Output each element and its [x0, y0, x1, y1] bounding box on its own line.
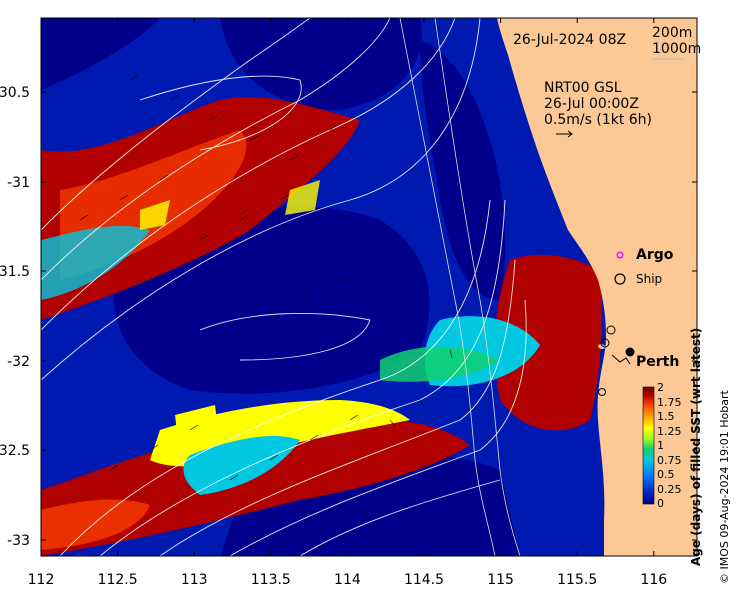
- perth-coastline-detail: [611, 354, 631, 365]
- yellow-patch-west: [175, 405, 218, 440]
- current-time-label: 26-Jul 00:00Z: [544, 96, 639, 112]
- yellow-patch-north: [140, 180, 320, 230]
- ship-label: Ship: [636, 272, 662, 286]
- x-tick-label: 114.5: [404, 572, 444, 588]
- colorbar-title: Age (days) of filled SST (wrt latest): [689, 328, 703, 566]
- colorbar: [642, 386, 655, 505]
- rottnest-island: [598, 344, 606, 349]
- colorbar-tick: 0.25: [657, 483, 682, 496]
- ship-track-markers: [598, 325, 616, 396]
- x-tick-labels: 112 112.5 113 113.5 114 114.5 115 115.5 …: [28, 572, 668, 588]
- current-arrows: [79, 55, 481, 481]
- x-tick-label: 115.5: [557, 572, 597, 588]
- colorbar-ticks: 2 1.75 1.5 1.25 1 0.75 0.5 0.25 0: [657, 381, 682, 510]
- contour-legend-1000m: 1000m: [652, 41, 701, 57]
- current-product-label: NRT00 GSL: [544, 80, 622, 96]
- x-tick-label: 112: [28, 572, 55, 588]
- credit-label: © IMOS 09-Aug-2024 19:01 Hobart: [718, 390, 731, 584]
- x-tick-label: 113: [181, 572, 208, 588]
- colorbar-tick: 1.5: [657, 410, 675, 423]
- argo-label: Argo: [636, 247, 674, 263]
- y-tick-label: 32.5: [0, 443, 30, 459]
- cyan-band-south: [183, 435, 300, 495]
- y-tick-label: -33: [7, 533, 30, 549]
- y-tick-label: -31: [7, 175, 30, 191]
- y-tick-labels: 30.5 -31 31.5 -32 32.5 -33: [0, 85, 30, 549]
- deep-blue-north: [220, 18, 422, 110]
- perth-marker-icon: [625, 347, 635, 357]
- plot-frame: [40, 17, 698, 557]
- colorbar-tick: 0.75: [657, 454, 682, 467]
- orange-patch-southwest: [41, 499, 150, 550]
- y-tick-label: 30.5: [0, 85, 30, 101]
- cyan-patch-north: [41, 225, 150, 300]
- contour-legend-200m: 200m: [652, 25, 692, 41]
- colorbar-tick: 0.5: [657, 468, 675, 481]
- perth-label: Perth: [636, 354, 679, 370]
- x-tick-label: 113.5: [251, 572, 291, 588]
- x-tick-label: 112.5: [98, 572, 138, 588]
- deep-blue-east: [420, 40, 506, 300]
- y-tick-label: 31.5: [0, 264, 30, 280]
- colorbar-tick: 1.75: [657, 396, 682, 409]
- x-tick-label: 114: [334, 572, 361, 588]
- scale-arrow-icon: [556, 130, 573, 138]
- y-tick-label: -32: [7, 354, 30, 370]
- ship-marker-icon: [614, 273, 626, 285]
- x-tick-label: 115: [487, 572, 514, 588]
- argo-marker-icon: [616, 251, 624, 259]
- deep-blue-upper: [41, 18, 160, 90]
- x-tick-marks: [40, 18, 655, 556]
- current-streamlines: [41, 18, 527, 556]
- bathymetry-contours: [399, 18, 521, 556]
- colorbar-tick: 2: [657, 381, 664, 394]
- warm-band-south: [41, 420, 470, 556]
- current-scale-label: 0.5m/s (1kt 6h): [544, 112, 652, 128]
- colorbar-tick: 0: [657, 497, 664, 510]
- colorbar-tick: 1: [657, 439, 664, 452]
- coastal-green-patch: [380, 346, 500, 382]
- coastal-warm-patch: [494, 254, 602, 431]
- y-tick-marks: [41, 91, 697, 541]
- x-tick-label: 116: [640, 572, 667, 588]
- colorbar-tick: 1.25: [657, 425, 682, 438]
- date-label: 26-Jul-2024 08Z: [513, 32, 626, 48]
